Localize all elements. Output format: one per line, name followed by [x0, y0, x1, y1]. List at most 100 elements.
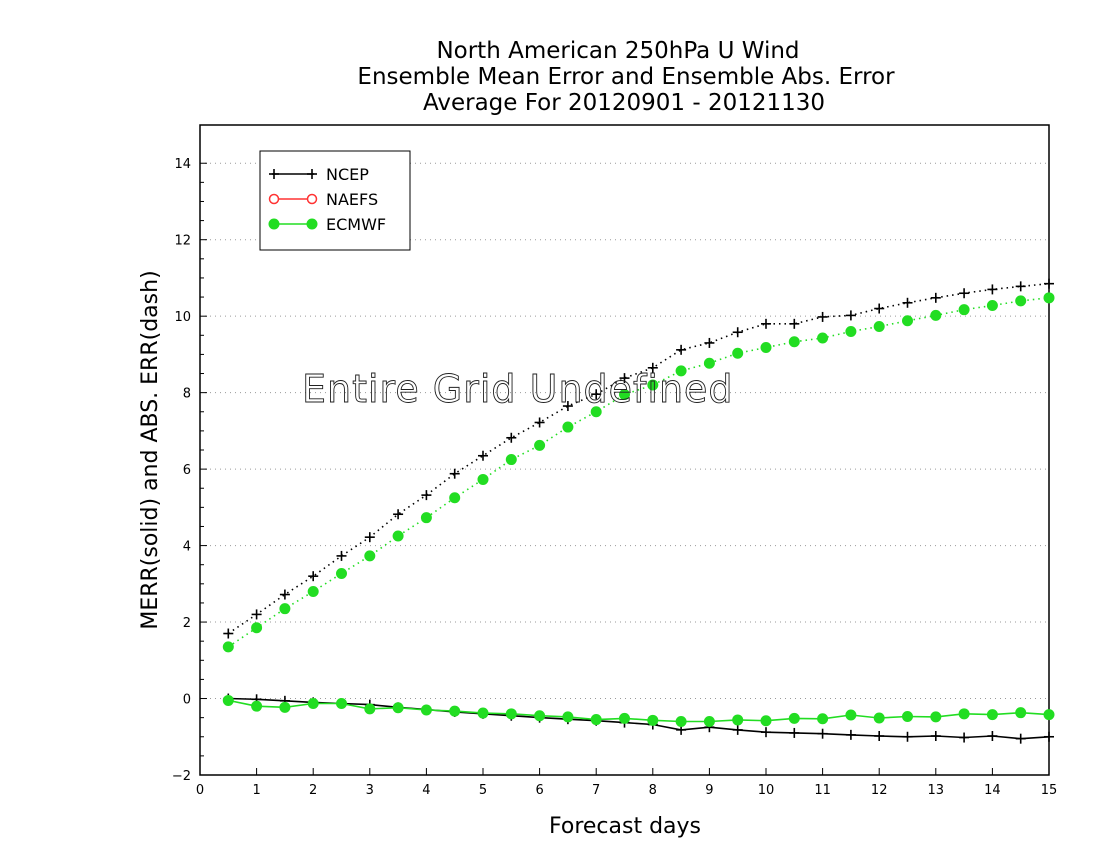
ecmwf-abs-error-point: [930, 309, 942, 321]
ecmwf-abs-error-point: [986, 299, 998, 311]
ncep-abs-error-point: [478, 450, 488, 461]
y-axis-title: MERR(solid) and ABS. ERR(dash): [138, 270, 163, 629]
legend-marker-ncep: [269, 169, 279, 179]
x-tick-label-10: 10: [758, 783, 775, 798]
ecmwf-mean-error-point: [986, 709, 998, 721]
y-tick-label-14: 14: [174, 157, 191, 172]
ecmwf-mean-error-point: [449, 705, 461, 717]
ncep-abs-error-point: [393, 509, 404, 520]
chart-title-block: North American 250hPa U Wind Ensemble Me…: [357, 38, 895, 116]
ncep-abs-error-point: [817, 311, 828, 322]
ncep-mean-error-point: [789, 727, 800, 738]
series-layer: [222, 278, 1055, 744]
x-axis-title: Forecast days: [549, 814, 701, 839]
ncep-abs-error-point: [647, 362, 658, 373]
legend-label-ncep: NCEP: [326, 165, 369, 184]
x-tick-label-7: 7: [592, 783, 600, 798]
ecmwf-mean-error-point: [590, 714, 602, 726]
legend-marker-ncep: [307, 169, 317, 179]
ecmwf-mean-error-point: [307, 698, 319, 709]
ncep-abs-error-point: [845, 310, 856, 321]
ncep-mean-error-point: [930, 731, 941, 741]
ncep-abs-error-point: [676, 344, 687, 355]
ecmwf-abs-error-point: [477, 473, 489, 485]
ncep-abs-error-point: [421, 490, 432, 501]
ecmwf-abs-error-point: [902, 315, 913, 327]
x-tick-label-4: 4: [422, 783, 430, 798]
ncep-mean-error-point: [761, 727, 771, 738]
ecmwf-abs-error-point: [392, 530, 404, 542]
x-tick-label-15: 15: [1041, 783, 1058, 798]
ncep-abs-error-point: [902, 297, 913, 308]
ecmwf-abs-error-point: [1015, 295, 1027, 307]
ncep-abs-error-point: [449, 468, 460, 479]
ecmwf-mean-error-point: [732, 714, 744, 726]
chart-title-line-1: North American 250hPa U Wind: [436, 38, 799, 64]
legend-marker-ecmwf: [306, 218, 318, 230]
ncep-abs-error-point: [336, 550, 347, 561]
legend: NCEP NAEFS ECMWF: [259, 150, 411, 251]
legend-marker-ecmwf: [268, 218, 280, 230]
ecmwf-mean-error-point: [873, 712, 885, 724]
ecmwf-abs-error-point: [873, 321, 885, 332]
ncep-abs-error-point: [506, 432, 517, 443]
ncep-abs-error-point: [364, 532, 375, 543]
ecmwf-mean-error-point: [1015, 707, 1027, 719]
ecmwf-abs-error-point: [505, 454, 517, 466]
ecmwf-mean-error-point: [647, 714, 659, 726]
ecmwf-mean-error-point: [817, 713, 829, 725]
y-tick-label-8: 8: [183, 387, 191, 402]
ecmwf-mean-error-point: [562, 711, 574, 723]
ecmwf-mean-error-point: [420, 704, 432, 716]
y-tick-label-12: 12: [174, 234, 191, 249]
ecmwf-mean-error-point: [703, 715, 715, 727]
ecmwf-abs-error-point: [958, 304, 970, 316]
ncep-abs-error-point: [987, 284, 998, 295]
ecmwf-mean-error-point: [788, 712, 800, 724]
ecmwf-abs-error-point: [845, 325, 857, 337]
ncep-abs-error-point: [562, 401, 573, 412]
x-tick-label-5: 5: [479, 783, 487, 798]
ncep-abs-error-point: [308, 571, 319, 582]
ncep-abs-error-point: [930, 292, 941, 303]
ecmwf-abs-error-point: [534, 439, 546, 451]
ecmwf-mean-error-point: [364, 703, 376, 715]
ncep-abs-error-point: [591, 389, 602, 400]
ncep-abs-error-point: [534, 417, 545, 428]
ecmwf-abs-error-point: [251, 622, 263, 634]
ecmwf-abs-error-point: [788, 336, 800, 348]
y-tick-label-2: 2: [183, 616, 191, 631]
ecmwf-mean-error-point: [279, 701, 291, 713]
ncep-mean-error-point: [987, 731, 998, 741]
ncep-abs-error-point: [223, 628, 234, 639]
ncep-abs-error-point: [251, 609, 262, 620]
ncep-abs-error-point: [1015, 281, 1026, 292]
x-tick-label-1: 1: [252, 783, 260, 798]
entire-grid-undefined-annotation: Entire Grid Undefined: [302, 367, 734, 411]
x-tick-label-9: 9: [705, 783, 713, 798]
ecmwf-abs-error-point: [336, 568, 347, 579]
ecmwf-mean-error-point: [619, 712, 630, 724]
ecmwf-abs-error-point: [760, 342, 772, 354]
ecmwf-mean-error-point: [392, 702, 404, 714]
ecmwf-abs-error-point: [420, 512, 432, 524]
ncep-mean-error-point: [959, 732, 970, 743]
y-tick-label-6: 6: [183, 463, 191, 478]
ncep-abs-error-point: [279, 589, 290, 600]
ecmwf-abs-error-point: [647, 379, 659, 391]
x-tick-label-11: 11: [814, 783, 831, 798]
ecmwf-abs-error-point: [703, 357, 715, 369]
ecmwf-mean-error-point: [251, 700, 263, 712]
ecmwf-abs-error-point: [619, 389, 630, 401]
chart-title-line-2: Ensemble Mean Error and Ensemble Abs. Er…: [357, 64, 895, 90]
ecmwf-abs-error-point: [817, 332, 829, 344]
ecmwf-mean-error-point: [222, 694, 234, 706]
ecmwf-mean-error-point: [958, 708, 970, 720]
y-tick-label-0: 0: [183, 693, 191, 708]
ncep-mean-error-point: [902, 731, 913, 742]
x-tick-label-13: 13: [928, 783, 945, 798]
legend-label-naefs: NAEFS: [326, 190, 378, 209]
x-tick-label-2: 2: [309, 783, 317, 798]
